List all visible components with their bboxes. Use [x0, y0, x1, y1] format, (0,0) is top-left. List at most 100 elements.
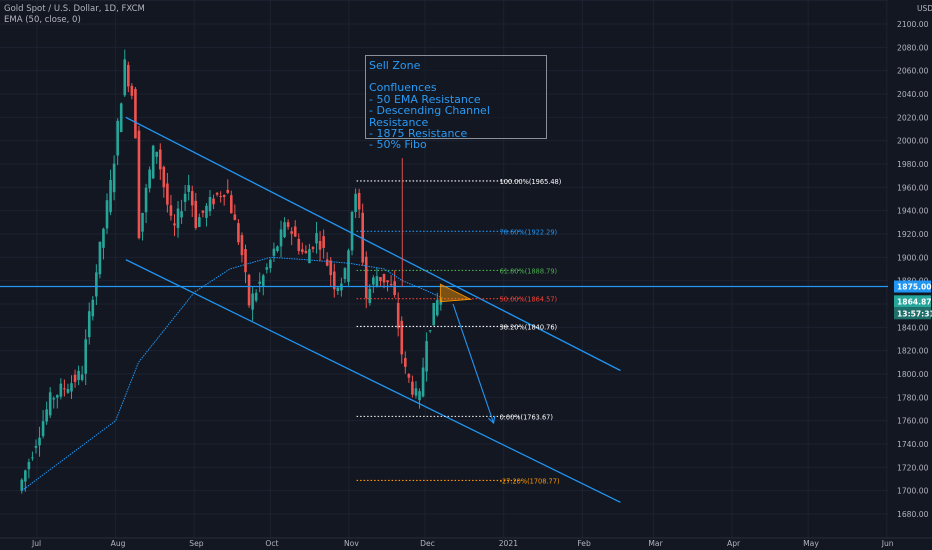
candle-body[interactable]	[187, 185, 190, 192]
candle-body[interactable]	[254, 292, 258, 301]
candle-body[interactable]	[290, 231, 293, 234]
channel-upper-line[interactable]	[125, 116, 621, 372]
candle-body[interactable]	[311, 247, 315, 249]
candle-body[interactable]	[364, 256, 368, 299]
candle-body[interactable]	[162, 166, 166, 188]
candle-body[interactable]	[84, 339, 88, 374]
channel-lower-line[interactable]	[125, 259, 621, 503]
candle-body[interactable]	[293, 226, 297, 237]
candle-body[interactable]	[63, 388, 66, 390]
candle-body[interactable]	[347, 250, 350, 282]
candle-body[interactable]	[308, 249, 311, 264]
candle-body[interactable]	[357, 192, 361, 210]
candle-body[interactable]	[169, 205, 173, 216]
candle-body[interactable]	[166, 183, 169, 205]
candle-body[interactable]	[368, 288, 372, 304]
candle-body[interactable]	[283, 222, 286, 238]
candle-body[interactable]	[31, 457, 34, 459]
candle-body[interactable]	[297, 238, 301, 251]
candle-body[interactable]	[261, 275, 265, 288]
candle-body[interactable]	[315, 233, 318, 244]
candle-body[interactable]	[144, 187, 148, 213]
candle-body[interactable]	[112, 163, 116, 193]
candle-body[interactable]	[258, 281, 262, 284]
candle-body[interactable]	[265, 267, 269, 270]
candle-body[interactable]	[190, 191, 194, 206]
candle-body[interactable]	[396, 302, 400, 329]
candle-body[interactable]	[428, 330, 432, 332]
candle-body[interactable]	[233, 214, 237, 220]
candle-body[interactable]	[183, 193, 187, 202]
candle-body[interactable]	[318, 240, 322, 250]
sell-zone-triangle[interactable]	[439, 283, 473, 303]
candle-body[interactable]	[205, 205, 208, 218]
candle-body[interactable]	[343, 268, 347, 280]
candle-body[interactable]	[425, 341, 428, 372]
candle-body[interactable]	[34, 445, 38, 448]
candle-body[interactable]	[127, 64, 130, 87]
candle-body[interactable]	[393, 281, 396, 296]
candle-body[interactable]	[198, 217, 201, 227]
candle-body[interactable]	[70, 383, 73, 392]
candle-body[interactable]	[20, 479, 24, 491]
candle-body[interactable]	[382, 273, 386, 283]
candle-body[interactable]	[325, 259, 329, 266]
candle-body[interactable]	[230, 195, 233, 214]
candle-body[interactable]	[141, 212, 144, 232]
projection-arrow[interactable]	[452, 303, 495, 424]
ema-indicator-label[interactable]: EMA (50, close, 0)	[4, 15, 81, 25]
symbol-header[interactable]: Gold Spot / U.S. Dollar, 1D, FXCM	[4, 4, 145, 14]
candle-body[interactable]	[304, 251, 308, 253]
candle-body[interactable]	[386, 280, 389, 283]
candle-body[interactable]	[432, 302, 436, 326]
candle-body[interactable]	[55, 395, 59, 398]
candle-body[interactable]	[240, 235, 244, 256]
candle-body[interactable]	[130, 85, 134, 96]
candle-body[interactable]	[38, 437, 41, 446]
candle-body[interactable]	[201, 210, 205, 213]
candle-body[interactable]	[134, 88, 137, 139]
candle-body[interactable]	[336, 287, 340, 291]
candle-body[interactable]	[45, 409, 48, 422]
candle-body[interactable]	[414, 388, 418, 396]
candle-body[interactable]	[98, 241, 102, 275]
candle-body[interactable]	[91, 299, 95, 317]
candle-body[interactable]	[24, 470, 27, 482]
candle-body[interactable]	[322, 236, 325, 248]
candle-body[interactable]	[176, 208, 180, 229]
candle-body[interactable]	[237, 223, 240, 243]
candle-body[interactable]	[158, 149, 162, 170]
candle-body[interactable]	[151, 145, 155, 179]
candle-body[interactable]	[212, 198, 215, 205]
candle-body[interactable]	[226, 189, 230, 193]
candle-body[interactable]	[272, 248, 276, 256]
candle-body[interactable]	[244, 249, 247, 273]
candle-body[interactable]	[329, 260, 333, 276]
candle-body[interactable]	[109, 180, 112, 213]
candle-body[interactable]	[173, 223, 176, 226]
candle-body[interactable]	[332, 271, 336, 290]
candle-body[interactable]	[194, 200, 198, 228]
candle-body[interactable]	[41, 421, 45, 437]
candle-body[interactable]	[389, 284, 393, 286]
candle-body[interactable]	[407, 374, 411, 378]
candle-body[interactable]	[350, 211, 354, 251]
candle-body[interactable]	[251, 293, 254, 310]
candle-body[interactable]	[286, 222, 290, 227]
candle-body[interactable]	[269, 259, 272, 269]
candle-body[interactable]	[215, 192, 219, 195]
candle-body[interactable]	[279, 229, 283, 247]
candle-body[interactable]	[119, 103, 123, 133]
candle-body[interactable]	[361, 212, 364, 263]
candle-body[interactable]	[59, 383, 63, 397]
candle-body[interactable]	[379, 276, 382, 281]
candle-body[interactable]	[102, 228, 105, 248]
candle-body[interactable]	[77, 370, 80, 380]
candle-body[interactable]	[411, 381, 414, 395]
candle-body[interactable]	[208, 197, 212, 212]
sell-zone-note[interactable]: Sell Zone Confluences - 50 EMA Resistanc…	[365, 55, 547, 151]
candle-body[interactable]	[219, 195, 222, 197]
candle-body[interactable]	[80, 374, 84, 380]
candle-body[interactable]	[421, 367, 425, 397]
